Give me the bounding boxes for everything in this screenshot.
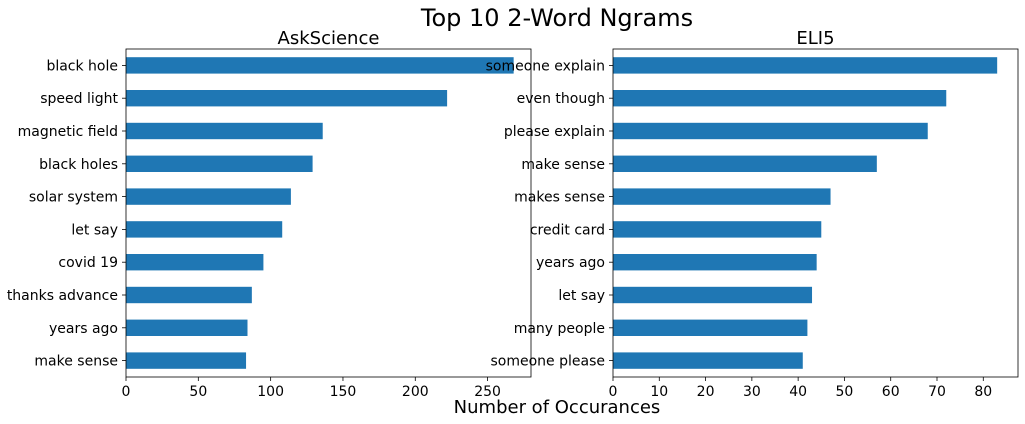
bar [126,188,291,205]
x-tick-label: 80 [974,384,992,400]
bar [126,221,283,238]
category-label: makes sense [514,190,605,206]
category-label: someone please [491,354,606,370]
bar [126,155,313,172]
category-label: black hole [46,58,118,74]
bar [613,221,822,238]
bar [613,319,808,336]
x-tick-label: 50 [189,384,207,400]
axes-frame [612,48,1019,378]
bar [126,352,247,369]
bar [613,122,928,140]
x-tick-label: 0 [122,384,131,400]
category-label: please explain [504,124,605,140]
bar [126,57,514,74]
category-label: speed light [40,91,118,107]
bar [613,286,813,304]
x-tick-label: 60 [882,384,900,400]
category-label: thanks advance [7,288,118,304]
bar [613,352,803,369]
bar [613,188,831,205]
category-label: make sense [34,354,118,370]
x-tick-label: 70 [928,384,946,400]
category-label: years ago [49,321,118,337]
bar [613,57,998,74]
category-label: credit card [530,222,605,238]
x-tick-label: 50 [836,384,854,400]
category-label: many people [514,321,605,337]
bar [613,155,877,172]
x-tick-label: 30 [743,384,761,400]
x-tick-label: 100 [257,384,284,400]
bar [126,90,448,107]
category-label: someone explain [486,58,605,74]
category-label: black holes [39,157,118,173]
x-tick-label: 200 [402,384,429,400]
bar [126,286,252,304]
subplot-title: ELI5 [796,28,834,49]
panel-eli5: ELI5 someone explain even though please exp… [486,28,1019,400]
category-label: make sense [521,157,605,173]
x-tick-label: 250 [474,384,501,400]
bar [613,90,947,107]
bar [613,254,817,271]
x-tick-label: 20 [697,384,715,400]
category-label: let say [71,222,118,238]
category-label: covid 19 [58,255,118,271]
bar [126,254,264,271]
category-label: years ago [536,255,605,271]
x-tick-label: 0 [609,384,618,400]
category-label: even though [517,91,605,107]
axes-frame [125,48,532,378]
bar [126,319,248,336]
figure-title: Top 10 2-Word Ngrams [420,4,693,32]
panel-askscience: AskScience black hole speed light magnetic … [7,28,532,400]
x-tick-label: 40 [789,384,807,400]
category-label: let say [558,288,605,304]
x-tick-label: 150 [330,384,357,400]
subplot-title: AskScience [278,28,380,49]
x-axis-label: Number of Occurances [454,397,661,418]
bar [126,122,323,140]
category-label: magnetic field [18,124,118,140]
category-label: solar system [29,190,118,206]
x-tick-label: 10 [650,384,668,400]
